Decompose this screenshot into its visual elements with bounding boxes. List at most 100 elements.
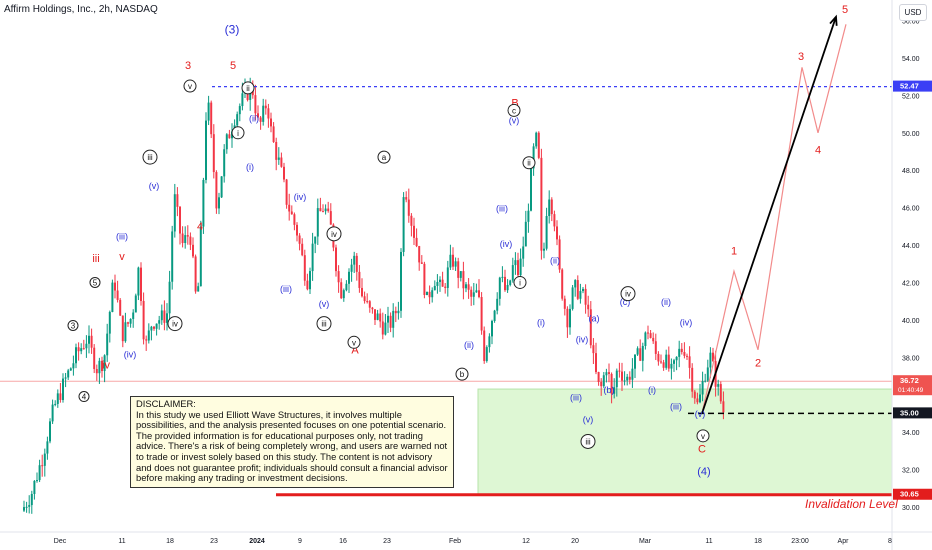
price-label: 52.47 <box>900 82 919 91</box>
candle-body <box>621 371 623 381</box>
candle-body <box>303 255 306 281</box>
wave-label: (iii) <box>496 203 508 213</box>
candle-body <box>43 453 46 466</box>
currency-button[interactable]: USD <box>899 4 927 21</box>
candle-body <box>506 284 509 291</box>
candle-body <box>218 197 220 209</box>
candle-body <box>379 313 382 322</box>
candle-body <box>272 126 275 142</box>
candle-body <box>696 398 699 403</box>
candle-body <box>426 291 428 295</box>
candle-body <box>392 310 395 328</box>
candle-body <box>556 226 558 240</box>
candle-body <box>296 224 298 236</box>
wave-label: (v) <box>319 299 330 309</box>
candle-body <box>688 356 691 368</box>
candle-body <box>530 168 532 211</box>
candle-body <box>324 208 327 212</box>
candle-body <box>202 179 205 227</box>
x-tick-label: 11 <box>705 538 712 545</box>
candle-body <box>348 271 350 284</box>
candle-body <box>449 254 452 268</box>
candle-body <box>179 206 181 234</box>
candle-body <box>571 287 574 309</box>
candle-body <box>75 347 77 364</box>
x-tick-label: 18 <box>754 538 762 545</box>
candle-body <box>402 197 405 252</box>
candle-body <box>119 299 122 316</box>
candle-body <box>667 354 670 369</box>
candle-body <box>103 355 106 372</box>
candle-body <box>160 310 163 321</box>
candle-body <box>691 367 694 392</box>
candle-body <box>405 197 408 200</box>
candle-body <box>314 236 317 244</box>
wave-label: (iv) <box>294 192 307 202</box>
price-label-bg <box>893 375 932 396</box>
candle-body <box>54 403 57 405</box>
candle-body <box>662 362 665 368</box>
candle-body <box>166 313 168 323</box>
candle-body <box>155 323 158 329</box>
candle-body <box>23 507 25 511</box>
y-tick-label: 48.00 <box>902 168 920 175</box>
candle-body <box>719 384 722 402</box>
wave-label: iii <box>92 253 99 265</box>
candle-body <box>150 326 153 331</box>
candle-body <box>114 282 116 291</box>
candle-body <box>147 330 150 341</box>
projection-layer <box>701 14 847 414</box>
y-tick-label: 30.00 <box>902 505 920 512</box>
candle-body <box>93 347 96 370</box>
candle-body <box>311 243 314 272</box>
candle-body <box>38 465 41 481</box>
x-tick-label: 11 <box>118 538 125 545</box>
y-tick-label: 46.00 <box>902 206 920 213</box>
candle-body <box>309 271 311 290</box>
candle-body <box>342 290 345 299</box>
candle-body <box>277 157 280 160</box>
x-tick-label: 12 <box>522 538 530 545</box>
wave-label: 4 <box>815 144 821 156</box>
candle-body <box>238 106 241 115</box>
candle-body <box>116 290 119 300</box>
candle-body <box>517 260 519 276</box>
candle-body <box>228 134 231 139</box>
candle-body <box>699 394 701 403</box>
wave-label: (v) <box>583 415 594 425</box>
wave-label-circled: 3 <box>71 321 76 330</box>
wave-label-circle <box>696 429 710 443</box>
candle-body <box>561 269 564 299</box>
wave-label-circled: iii <box>147 153 153 162</box>
wave-label: A <box>351 345 359 357</box>
candle-body <box>680 348 683 353</box>
wave-label-circled: v <box>188 82 192 91</box>
candle-body <box>626 376 629 381</box>
candle-body <box>706 367 709 381</box>
wave-label-circled: ii <box>246 84 250 93</box>
wave-label-circle <box>241 81 255 95</box>
wave-label-circle <box>142 149 158 165</box>
candle-body <box>189 236 192 245</box>
candle-body <box>628 376 631 380</box>
candle-body <box>387 315 389 323</box>
candle-body <box>49 421 51 442</box>
candle-body <box>241 93 244 107</box>
candle-body <box>446 267 449 288</box>
wave-label-circled: v <box>352 338 356 347</box>
candle-body <box>134 295 137 313</box>
wave-label-circle <box>580 433 596 449</box>
candle-body <box>145 339 148 341</box>
candle-body <box>335 247 337 272</box>
wave-label: (ii) <box>550 256 560 266</box>
candle-body <box>413 225 415 238</box>
y-tick-label: 44.00 <box>902 243 920 250</box>
candle-body <box>532 146 535 169</box>
candle-body <box>322 211 324 213</box>
candle-body <box>82 348 85 350</box>
candle-body <box>704 380 707 382</box>
chart-background-layer <box>0 380 901 496</box>
candle-body <box>28 505 31 507</box>
candle-body <box>589 309 592 346</box>
